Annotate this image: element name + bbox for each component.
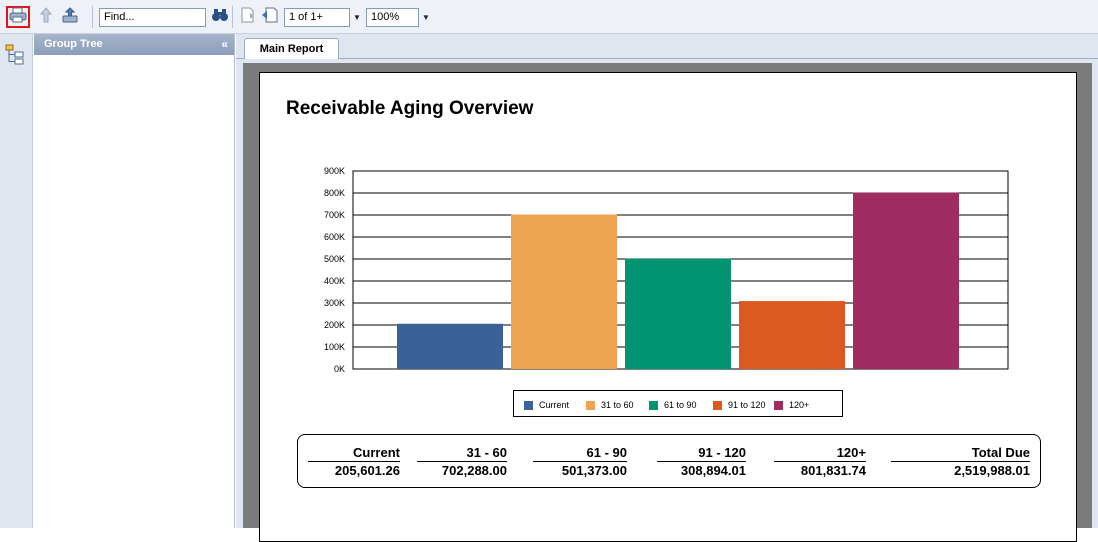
export-button[interactable]: [58, 6, 82, 28]
bar-3: [625, 258, 731, 369]
legend-swatch: [774, 400, 783, 410]
y-tick-label: 500K: [324, 254, 345, 264]
up-button[interactable]: [34, 6, 58, 28]
zoom-value: 100%: [371, 11, 400, 23]
report-area: Main Report Receivable Aging Overview 0K…: [236, 34, 1098, 542]
bar-1: [397, 323, 503, 369]
export-icon: [61, 6, 79, 28]
printer-icon: [9, 7, 27, 28]
legend-swatch: [649, 400, 658, 410]
legend-item: 91 to 120: [713, 400, 766, 410]
y-tick-label: 700K: [324, 210, 345, 220]
group-tree-title: Group Tree: [44, 38, 103, 50]
y-tick-label: 100K: [324, 342, 345, 352]
legend-label: 120+: [789, 400, 810, 410]
summary-column: Current 205,601.26: [308, 445, 400, 478]
y-tick-label: 400K: [324, 276, 345, 286]
aging-bar-chart: 0K 100K 200K 300K 400K 500K 600K 700K 800K 900K: [324, 166, 1009, 374]
summary-header: 120+: [774, 445, 866, 462]
chevron-down-icon[interactable]: ▼: [422, 13, 430, 22]
y-tick-label: 600K: [324, 232, 345, 242]
tree-icon: [4, 44, 26, 69]
bar-5: [853, 192, 959, 369]
legend-label: 61 to 90: [664, 400, 697, 410]
report-title: Receivable Aging Overview: [286, 98, 534, 119]
summary-column: 31 - 60 702,288.00: [417, 445, 507, 478]
legend-label: Current: [539, 400, 570, 410]
y-tick-label: 800K: [324, 188, 345, 198]
summary-header: 61 - 90: [533, 445, 627, 462]
chart-legend: Current 31 to 60 61 to 90 91 to 120 120+: [513, 390, 843, 417]
summary-header: 31 - 60: [417, 445, 507, 462]
bar-4: [739, 301, 845, 369]
next-page-button[interactable]: [258, 6, 282, 28]
summary-column: Total Due 2,519,988.01: [891, 445, 1030, 478]
summary-header: 91 - 120: [657, 445, 746, 462]
side-rail: [0, 34, 33, 528]
legend-label: 31 to 60: [601, 400, 634, 410]
tab-bar: Main Report: [236, 34, 1098, 59]
legend-swatch: [586, 400, 595, 410]
binoculars-icon: [211, 8, 229, 27]
summary-header: Current: [308, 445, 400, 462]
summary-value: 308,894.01: [680, 463, 746, 478]
y-tick-label: 900K: [324, 166, 345, 176]
summary-value: 2,519,988.01: [954, 463, 1030, 478]
summary-column: 91 - 120 308,894.01: [657, 445, 746, 478]
y-tick-label: 300K: [324, 298, 345, 308]
collapse-icon[interactable]: «: [221, 37, 228, 51]
page-next-icon: [261, 7, 279, 28]
toolbar: Find... 1 of 1+ ▼ 100% ▼: [0, 0, 1098, 34]
group-tree-panel: Group Tree «: [34, 34, 235, 528]
summary-value: 702,288.00: [441, 463, 507, 478]
aging-summary: Current 205,601.26 31 - 60 702,288.00 61 - 9…: [297, 434, 1041, 488]
tab-main-report[interactable]: Main Report: [244, 38, 339, 59]
legend-item: 31 to 60: [586, 400, 634, 410]
page-prev-icon: [239, 7, 257, 28]
legend-item: 120+: [774, 400, 809, 410]
zoom-selector[interactable]: 100% ▼: [366, 8, 430, 27]
summary-value: 801,831.74: [800, 463, 866, 478]
bar-2: [511, 214, 617, 369]
summary-header: Total Due: [891, 445, 1030, 462]
report-viewer: Receivable Aging Overview 0K 100K 200K 300K…: [243, 63, 1092, 542]
page-indicator: 1 of 1+: [289, 11, 323, 23]
summary-column: 120+ 801,831.74: [774, 445, 866, 478]
summary-value: 205,601.26: [334, 463, 400, 478]
y-tick-label: 0K: [334, 364, 345, 374]
find-input[interactable]: Find...: [99, 8, 206, 27]
toolbar-separator: [232, 6, 233, 28]
previous-page-button[interactable]: [236, 6, 260, 28]
group-tree-toggle[interactable]: [4, 43, 26, 65]
y-tick-label: 200K: [324, 320, 345, 330]
print-button[interactable]: [6, 6, 30, 28]
arrow-up-icon: [39, 6, 53, 28]
report-page: Receivable Aging Overview 0K 100K 200K 300K…: [259, 72, 1077, 542]
page-selector[interactable]: 1 of 1+ ▼: [284, 8, 361, 27]
legend-item: 61 to 90: [649, 400, 697, 410]
legend-swatch: [524, 400, 533, 410]
legend-label: 91 to 120: [728, 400, 766, 410]
chevron-down-icon[interactable]: ▼: [353, 13, 361, 22]
search-button[interactable]: [208, 6, 232, 28]
group-tree-header: Group Tree «: [34, 34, 234, 55]
legend-swatch: [713, 400, 722, 410]
summary-column: 61 - 90 501,373.00: [533, 445, 627, 478]
legend-item: Current: [524, 400, 569, 410]
summary-value: 501,373.00: [561, 463, 627, 478]
toolbar-separator: [92, 6, 93, 28]
